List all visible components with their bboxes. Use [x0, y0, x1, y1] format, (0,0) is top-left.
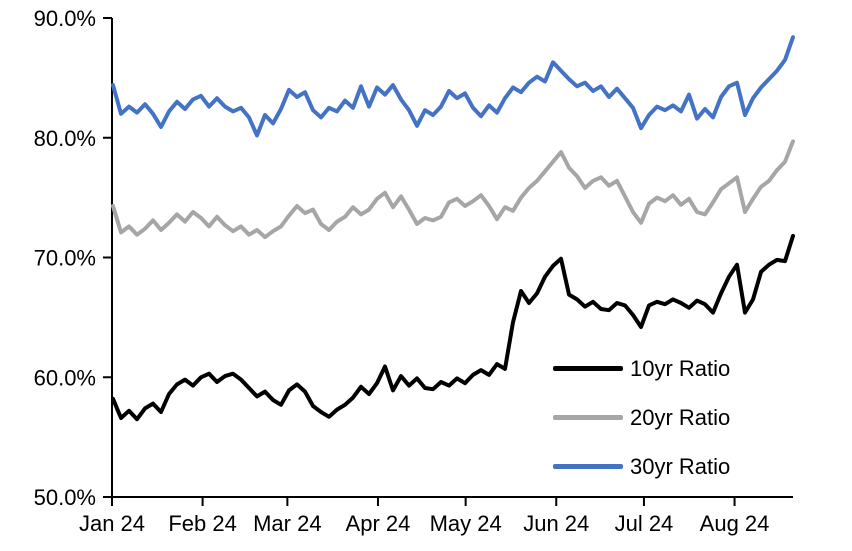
legend-line-swatch: [553, 415, 623, 420]
y-tick-label: 90.0%: [34, 6, 96, 31]
legend-row-10yr-ratio: 10yr Ratio: [553, 344, 730, 393]
series-line-10yr-ratio: [111, 233, 795, 422]
legend-line-swatch: [553, 366, 623, 371]
x-tick-label: May 24: [430, 511, 502, 536]
series-line-30yr-ratio: [111, 35, 795, 138]
legend-label: 30yr Ratio: [630, 453, 731, 479]
x-tick-label: Mar 24: [253, 511, 321, 536]
legend: 10yr Ratio 20yr Ratio 30yr Ratio: [553, 344, 730, 491]
y-tick-label: 70.0%: [34, 246, 96, 271]
legend-label: 20yr Ratio: [630, 404, 731, 430]
legend-label: 10yr Ratio: [630, 355, 731, 381]
legend-row-30yr-ratio: 30yr Ratio: [553, 442, 730, 491]
legend-line-swatch: [553, 464, 623, 469]
x-tick-label: Apr 24: [346, 511, 411, 536]
y-tick-label: 60.0%: [34, 365, 96, 390]
plot-lines: [111, 35, 795, 422]
series-line-20yr-ratio: [111, 139, 795, 240]
y-axis: 90.0% 80.0% 70.0% 60.0% 50.0%: [34, 6, 113, 510]
legend-row-20yr-ratio: 20yr Ratio: [553, 393, 730, 442]
x-tick-label: Jan 24: [79, 511, 145, 536]
x-tick-label: Jul 24: [615, 511, 674, 536]
y-tick-label: 50.0%: [34, 485, 96, 510]
x-tick-label: Jun 24: [523, 511, 589, 536]
x-axis: Jan 24 Feb 24 Mar 24 Apr 24 May 24 Jun 24 Jul …: [79, 496, 793, 536]
y-tick-label: 80.0%: [34, 126, 96, 151]
x-tick-label: Feb 24: [168, 511, 237, 536]
x-tick-label: Aug 24: [700, 511, 770, 536]
